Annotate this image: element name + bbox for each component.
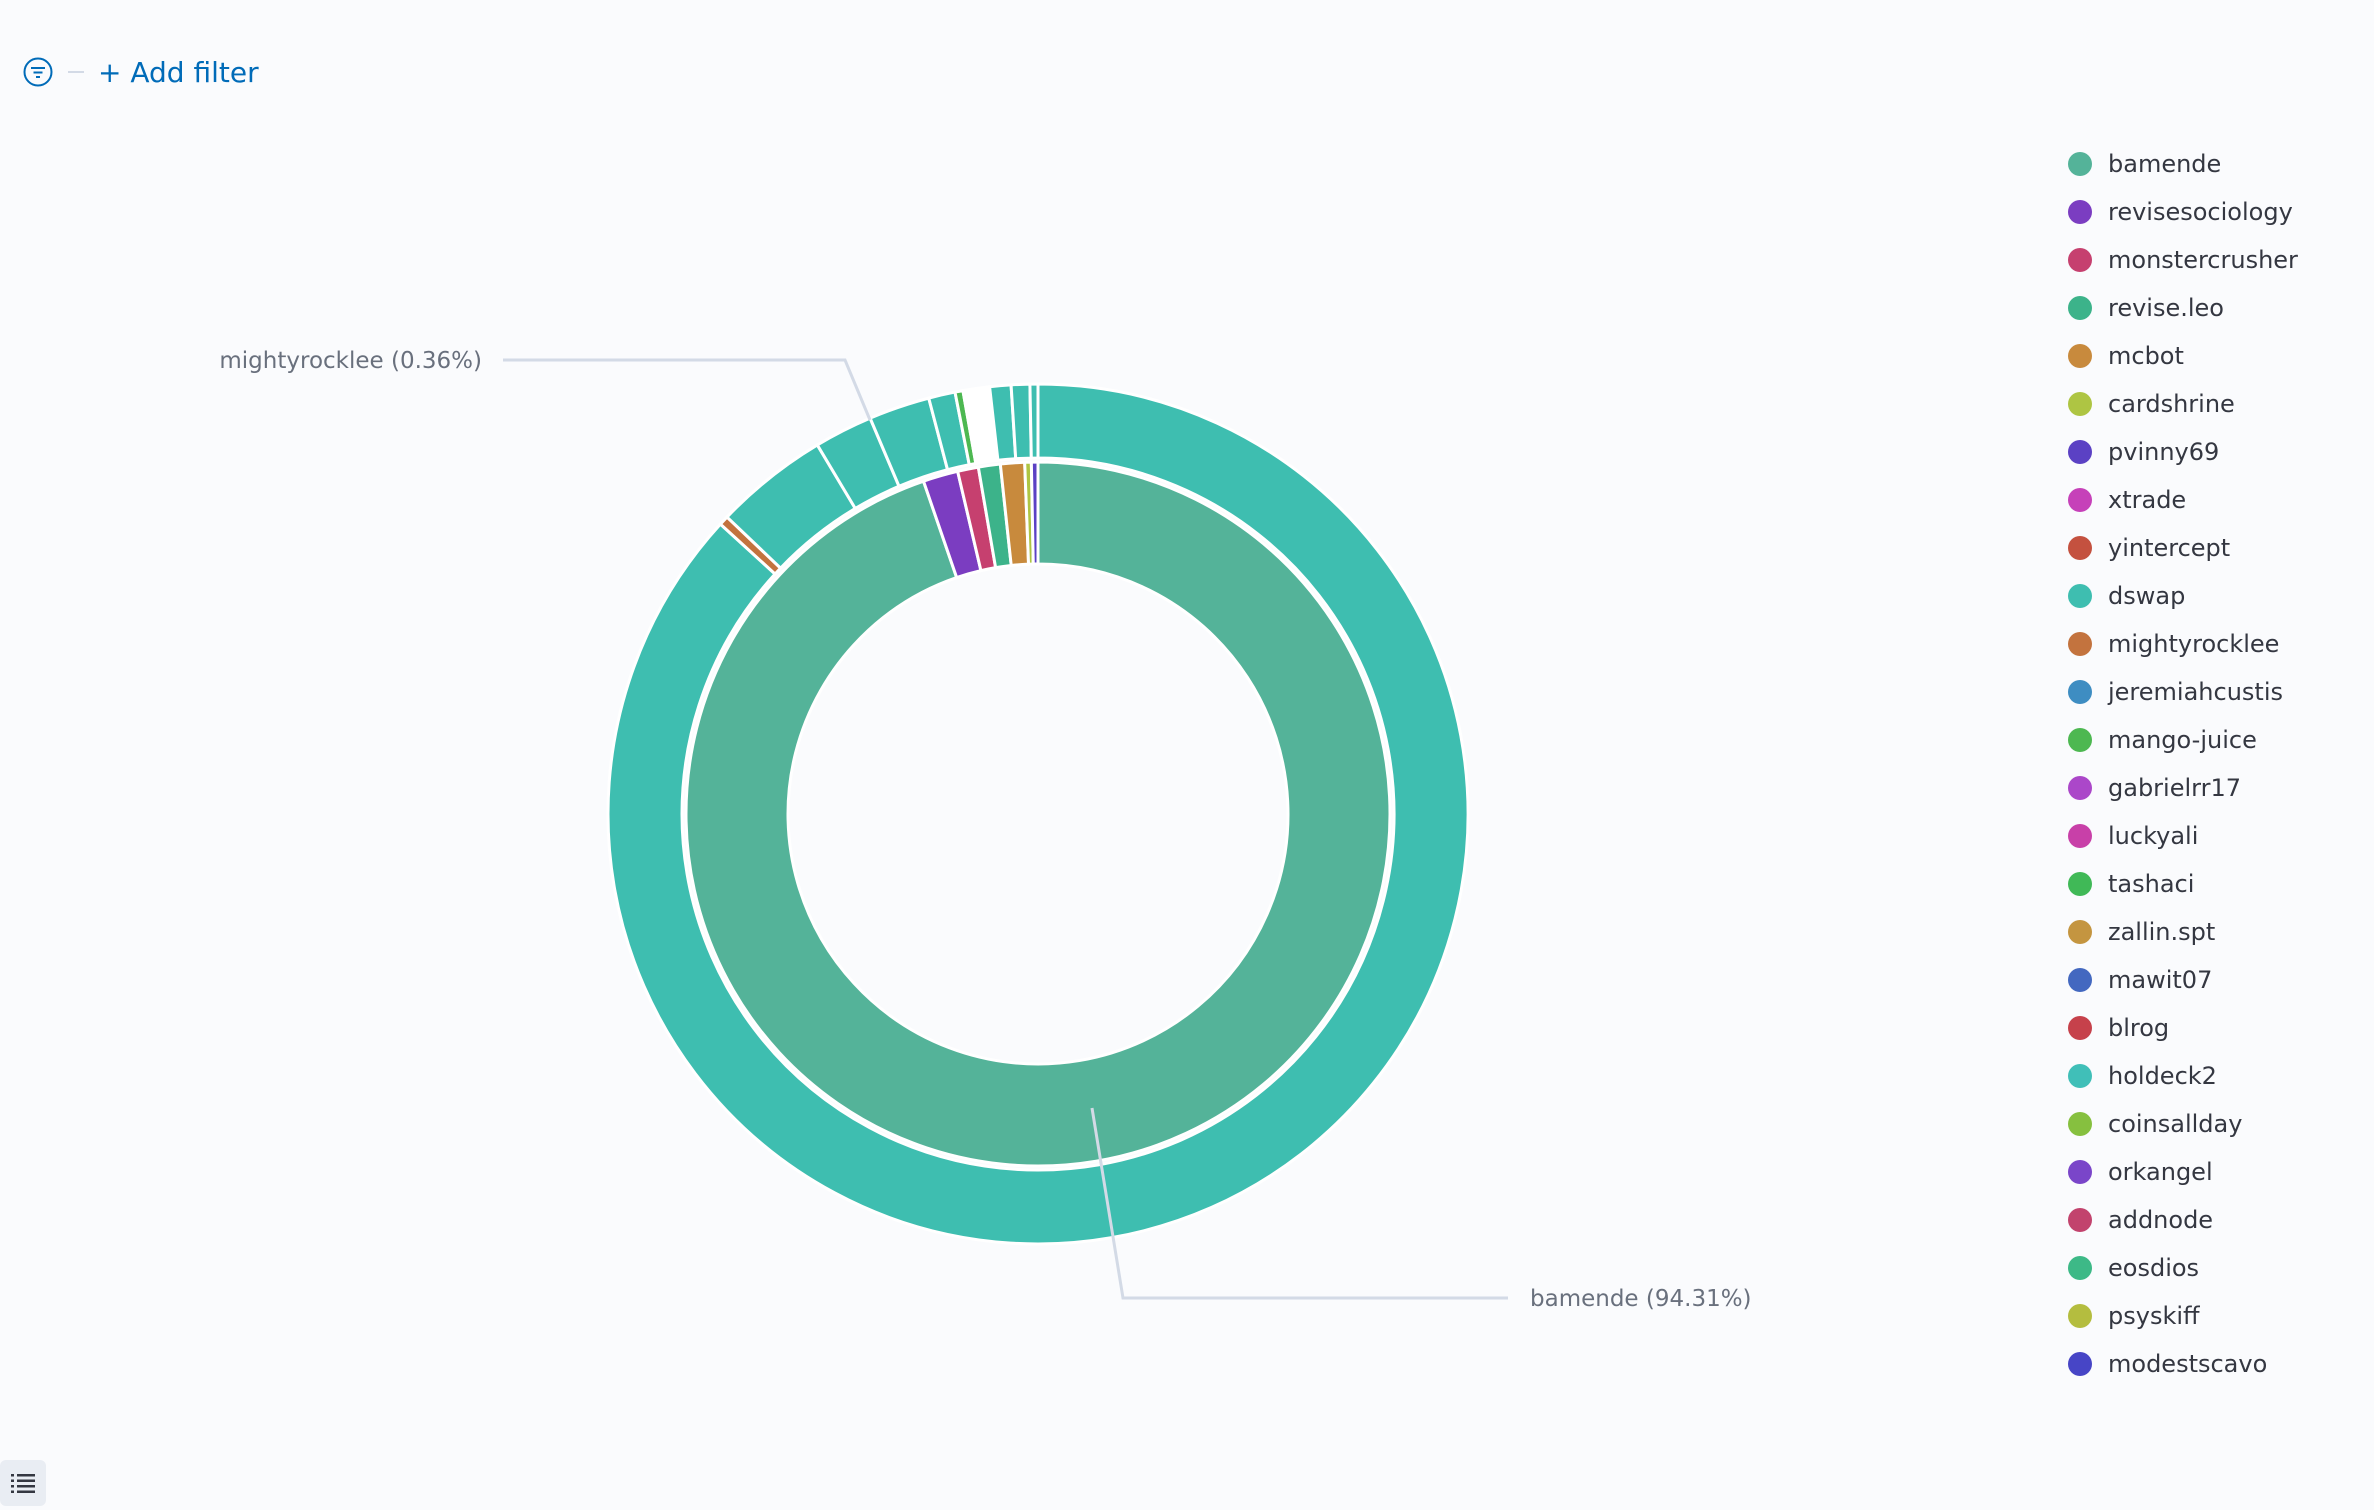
legend-label: mightyrocklee: [2108, 630, 2280, 658]
legend-item-zallin-spt[interactable]: zallin.spt: [2068, 908, 2368, 956]
legend-label: tashaci: [2108, 870, 2195, 898]
legend-item-mightyrocklee[interactable]: mightyrocklee: [2068, 620, 2368, 668]
legend-item-coinsallday[interactable]: coinsallday: [2068, 1100, 2368, 1148]
inner-slice-bamende-0[interactable]: [684, 460, 1392, 1168]
legend-label: yintercept: [2108, 534, 2231, 562]
legend-item-blrog[interactable]: blrog: [2068, 1004, 2368, 1052]
legend-label: pvinny69: [2108, 438, 2220, 466]
outer-slice-dswap-0[interactable]: [606, 382, 1470, 1246]
legend-color-dot: [2068, 728, 2092, 752]
legend-label: gabrielrr17: [2108, 774, 2241, 802]
legend-color-dot: [2068, 968, 2092, 992]
filter-bar: + Add filter: [20, 52, 259, 92]
legend-color-dot: [2068, 920, 2092, 944]
outer-slice-dswap-10[interactable]: [1028, 382, 1040, 460]
legend-item-psyskiff[interactable]: psyskiff: [2068, 1292, 2368, 1340]
legend-label: monstercrusher: [2108, 246, 2298, 274]
callout-label-mightyrocklee: mightyrocklee (0.36%): [219, 348, 482, 374]
legend-item-jeremiahcustis[interactable]: jeremiahcustis: [2068, 668, 2368, 716]
legend-color-dot: [2068, 632, 2092, 656]
legend-label: coinsallday: [2108, 1110, 2243, 1138]
legend-color-dot: [2068, 1016, 2092, 1040]
legend-label: holdeck2: [2108, 1062, 2217, 1090]
legend-item-gabrielrr17[interactable]: gabrielrr17: [2068, 764, 2368, 812]
legend-color-dot: [2068, 1208, 2092, 1232]
outer-slice-dswap-9[interactable]: [1009, 382, 1033, 461]
legend-color-dot: [2068, 488, 2092, 512]
legend-item-holdeck2[interactable]: holdeck2: [2068, 1052, 2368, 1100]
legend-item-eosdios[interactable]: eosdios: [2068, 1244, 2368, 1292]
legend-color-dot: [2068, 536, 2092, 560]
legend-color-dot: [2068, 1160, 2092, 1184]
legend-label: mcbot: [2108, 342, 2184, 370]
legend-item-orkangel[interactable]: orkangel: [2068, 1148, 2368, 1196]
callout-label-bamende: bamende (94.31%): [1530, 1286, 1752, 1312]
legend-item-revisesociology[interactable]: revisesociology: [2068, 188, 2368, 236]
legend-label: modestscavo: [2108, 1350, 2268, 1378]
list-icon: [11, 1474, 35, 1493]
callout-line-mightyrocklee: [503, 358, 872, 421]
chart-legend: bamende revisesociology monstercrusher revi…: [2068, 140, 2368, 1388]
legend-item-revise-leo[interactable]: revise.leo: [2068, 284, 2368, 332]
legend-color-dot: [2068, 1064, 2092, 1088]
legend-label: eosdios: [2108, 1254, 2200, 1282]
filter-options-icon[interactable]: [20, 54, 56, 90]
legend-color-dot: [2068, 344, 2092, 368]
legend-item-monstercrusher[interactable]: monstercrusher: [2068, 236, 2368, 284]
legend-label: psyskiff: [2108, 1302, 2200, 1330]
legend-label: zallin.spt: [2108, 918, 2216, 946]
legend-item-luckyali[interactable]: luckyali: [2068, 812, 2368, 860]
legend-color-dot: [2068, 1112, 2092, 1136]
legend-color-dot: [2068, 296, 2092, 320]
legend-color-dot: [2068, 584, 2092, 608]
legend-item-mcbot[interactable]: mcbot: [2068, 332, 2368, 380]
legend-color-dot: [2068, 440, 2092, 464]
legend-item-yintercept[interactable]: yintercept: [2068, 524, 2368, 572]
legend-color-dot: [2068, 872, 2092, 896]
legend-label: xtrade: [2108, 486, 2187, 514]
legend-label: addnode: [2108, 1206, 2214, 1234]
legend-label: revisesociology: [2108, 198, 2293, 226]
legend-color-dot: [2068, 1256, 2092, 1280]
legend-color-dot: [2068, 824, 2092, 848]
legend-label: jeremiahcustis: [2108, 678, 2283, 706]
legend-label: bamende: [2108, 150, 2222, 178]
legend-item-cardshrine[interactable]: cardshrine: [2068, 380, 2368, 428]
legend-item-mango-juice[interactable]: mango-juice: [2068, 716, 2368, 764]
legend-color-dot: [2068, 1304, 2092, 1328]
filter-divider: [68, 71, 84, 73]
legend-item-dswap[interactable]: dswap: [2068, 572, 2368, 620]
add-filter-button[interactable]: + Add filter: [98, 55, 259, 89]
inner-ring: [684, 460, 1392, 1168]
legend-label: mango-juice: [2108, 726, 2257, 754]
legend-item-mawit07[interactable]: mawit07: [2068, 956, 2368, 1004]
legend-label: cardshrine: [2108, 390, 2235, 418]
legend-label: revise.leo: [2108, 294, 2224, 322]
legend-color-dot: [2068, 200, 2092, 224]
legend-item-modestscavo[interactable]: modestscavo: [2068, 1340, 2368, 1388]
outer-ring: [606, 382, 1470, 1246]
legend-color-dot: [2068, 776, 2092, 800]
legend-item-pvinny69[interactable]: pvinny69: [2068, 428, 2368, 476]
legend-label: orkangel: [2108, 1158, 2213, 1186]
legend-color-dot: [2068, 392, 2092, 416]
legend-item-tashaci[interactable]: tashaci: [2068, 860, 2368, 908]
legend-color-dot: [2068, 1352, 2092, 1376]
legend-label: blrog: [2108, 1014, 2170, 1042]
donut-chart: mightyrocklee (0.36%) bamende (94.31%): [219, 348, 1751, 1312]
legend-label: dswap: [2108, 582, 2186, 610]
callout-line-bamende: [1090, 1107, 1508, 1300]
legend-label: mawit07: [2108, 966, 2213, 994]
legend-label: luckyali: [2108, 822, 2199, 850]
inner-slice-pvinny69-6[interactable]: [1029, 460, 1040, 566]
callouts: mightyrocklee (0.36%) bamende (94.31%): [219, 348, 1751, 1312]
legend-color-dot: [2068, 248, 2092, 272]
legend-item-bamende[interactable]: bamende: [2068, 140, 2368, 188]
legend-color-dot: [2068, 152, 2092, 176]
legend-toggle-button[interactable]: [0, 1460, 46, 1506]
legend-item-xtrade[interactable]: xtrade: [2068, 476, 2368, 524]
legend-color-dot: [2068, 680, 2092, 704]
legend-item-addnode[interactable]: addnode: [2068, 1196, 2368, 1244]
